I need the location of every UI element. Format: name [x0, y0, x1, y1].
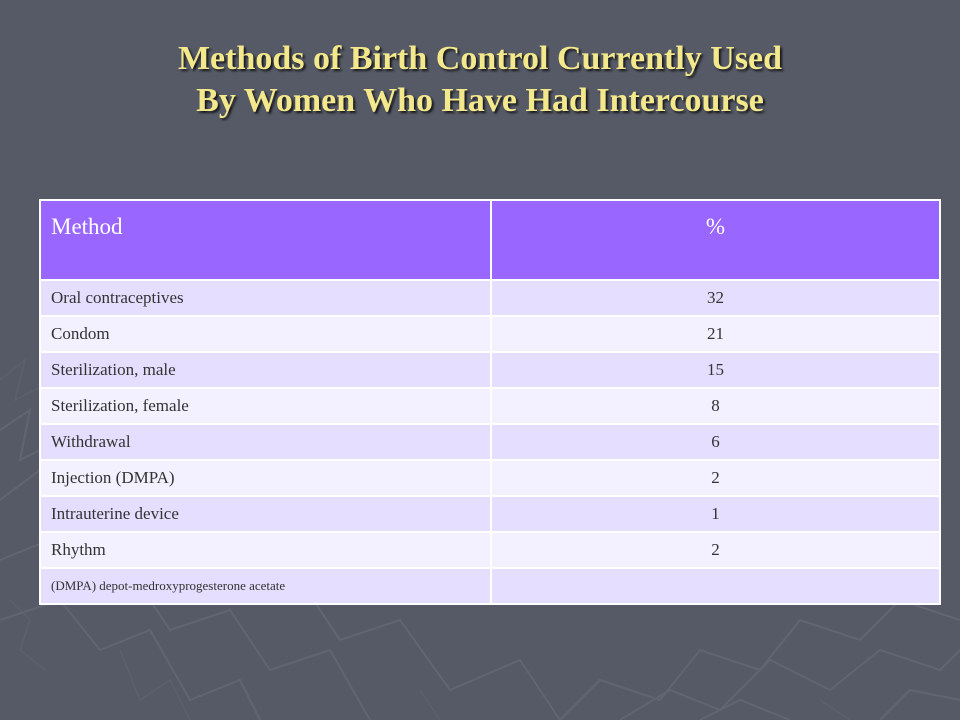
- method-cell: Oral contraceptives: [39, 279, 492, 317]
- percent-cell: 2: [490, 459, 941, 497]
- birth-control-table: Method % Oral contraceptives 32 Condom 2…: [39, 199, 941, 605]
- title-line-2: By Women Who Have Had Intercourse: [196, 82, 764, 119]
- percent-cell: 1: [490, 495, 941, 533]
- method-cell: Rhythm: [39, 531, 492, 569]
- method-cell: Withdrawal: [39, 423, 492, 461]
- table-row: Sterilization, female 8: [39, 387, 941, 425]
- column-header-method: Method: [39, 199, 492, 281]
- column-header-percent: %: [490, 199, 941, 281]
- method-cell: Sterilization, female: [39, 387, 492, 425]
- table-header-row: Method %: [39, 199, 941, 281]
- table-row: Injection (DMPA) 2: [39, 459, 941, 497]
- percent-cell: 15: [490, 351, 941, 389]
- table-row: Intrauterine device 1: [39, 495, 941, 533]
- percent-cell: 21: [490, 315, 941, 353]
- title-line-1: Methods of Birth Control Currently Used: [177, 40, 783, 77]
- percent-cell: 8: [490, 387, 941, 425]
- percent-cell: 32: [490, 279, 941, 317]
- table-row: Condom 21: [39, 315, 941, 353]
- percent-cell: 2: [490, 531, 941, 569]
- footnote-row: (DMPA) depot-medroxyprogesterone acetate: [39, 567, 941, 605]
- page-title: Methods of Birth Control Currently Used …: [0, 38, 960, 122]
- table-row: Withdrawal 6: [39, 423, 941, 461]
- footnote-cell: (DMPA) depot-medroxyprogesterone acetate: [39, 567, 492, 605]
- method-cell: Condom: [39, 315, 492, 353]
- method-cell: Sterilization, male: [39, 351, 492, 389]
- table-row: Rhythm 2: [39, 531, 941, 569]
- percent-cell: 6: [490, 423, 941, 461]
- table-row: Sterilization, male 15: [39, 351, 941, 389]
- method-cell: Injection (DMPA): [39, 459, 492, 497]
- empty-cell: [490, 567, 941, 605]
- table-row: Oral contraceptives 32: [39, 279, 941, 317]
- method-cell: Intrauterine device: [39, 495, 492, 533]
